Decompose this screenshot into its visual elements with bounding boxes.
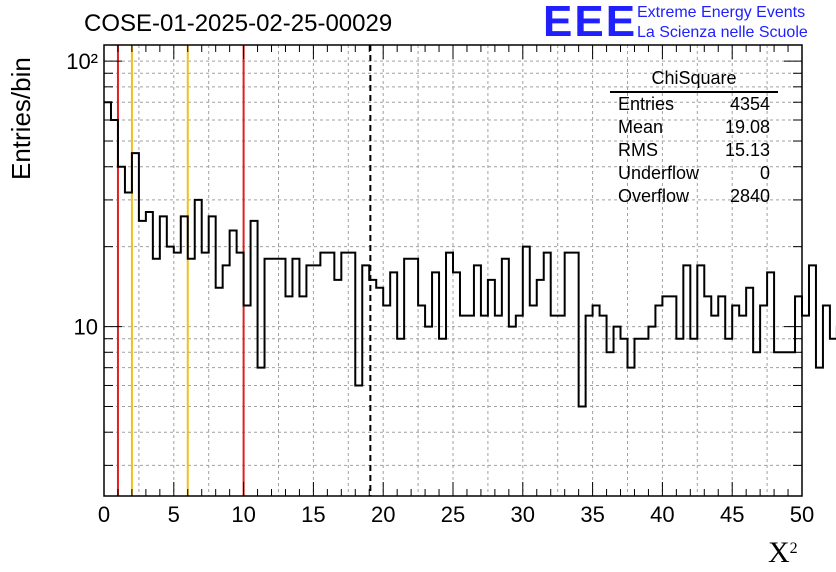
stats-label: Entries [618, 94, 675, 114]
stats-title: ChiSquare [610, 68, 778, 93]
x-tick-label: 0 [98, 502, 110, 527]
stats-row-overflow: Overflow 2840 [610, 185, 778, 208]
stats-value: 15.13 [724, 140, 770, 160]
logo-line-1: Extreme Energy Events [637, 4, 806, 21]
stats-label: Mean [618, 117, 664, 137]
logo-line-2: La Scienza nelle Scuole [637, 24, 808, 41]
histogram-series [104, 101, 836, 408]
stats-label: Overflow [618, 186, 690, 206]
stats-label: Underflow [618, 163, 700, 183]
stats-row-mean: Mean 19.08 [610, 116, 778, 139]
x-tick-label: 25 [441, 502, 465, 527]
x-tick-label: 5 [168, 502, 180, 527]
stats-value: 4354 [729, 94, 770, 114]
x-tick-label: 20 [371, 502, 395, 527]
y-axis-label: Entries/bin [6, 57, 36, 180]
chart-title: COSE-01-2025-02-25-00029 [84, 10, 393, 37]
stats-value: 19.08 [724, 117, 770, 137]
stats-value: 2840 [729, 186, 770, 206]
stats-row-entries: Entries 4354 [610, 93, 778, 116]
x-tick-label: 45 [720, 502, 744, 527]
x-tick-label: 50 [790, 502, 814, 527]
x-tick-label: 30 [511, 502, 535, 527]
x-axis-label: X2 [768, 536, 798, 569]
stats-row-rms: RMS 15.13 [610, 139, 778, 162]
y-tick-label: 10 [74, 315, 98, 340]
y-tick-label: 10² [66, 49, 98, 74]
stats-label: RMS [618, 140, 658, 160]
stats-value: 0 [759, 163, 770, 183]
x-tick-label: 40 [650, 502, 674, 527]
x-tick-label: 10 [231, 502, 255, 527]
stats-box: ChiSquare Entries 4354 Mean 19.08 RMS 15.13… [610, 68, 778, 208]
x-tick-label: 35 [580, 502, 604, 527]
eee-logo: EEE [543, 0, 638, 46]
stats-row-underflow: Underflow 0 [610, 162, 778, 185]
x-tick-label: 15 [301, 502, 325, 527]
